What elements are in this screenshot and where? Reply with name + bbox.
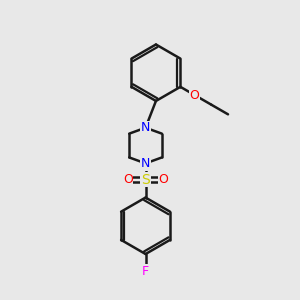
Text: N: N: [141, 157, 150, 170]
Text: N: N: [141, 121, 150, 134]
Text: S: S: [141, 173, 150, 187]
Text: O: O: [190, 88, 200, 101]
Text: F: F: [142, 265, 149, 278]
Text: O: O: [158, 173, 168, 186]
Text: O: O: [123, 173, 133, 186]
